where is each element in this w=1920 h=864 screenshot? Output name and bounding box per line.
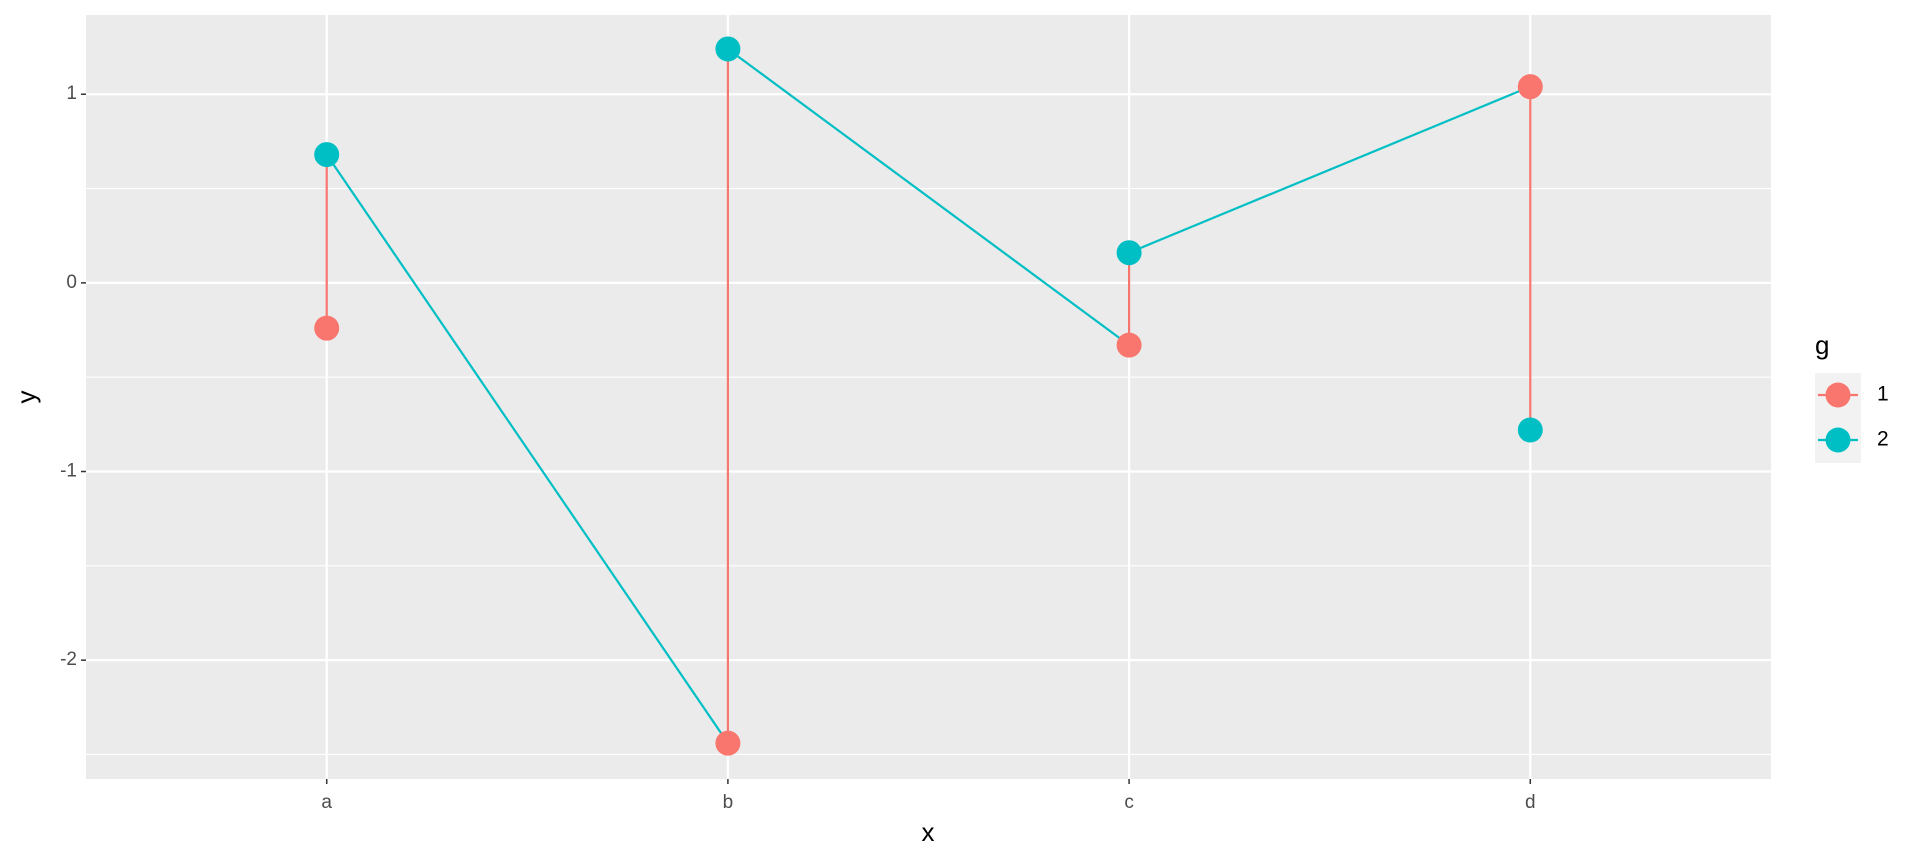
- y-axis-title: y: [11, 391, 41, 404]
- legend-point: [1825, 427, 1851, 453]
- legend-title: g: [1815, 330, 1829, 360]
- y-tick-label: -2: [60, 649, 77, 670]
- x-tick-label: d: [1525, 792, 1536, 813]
- point: [314, 315, 340, 341]
- point: [715, 730, 741, 756]
- point: [1116, 240, 1142, 266]
- x-axis-title: x: [922, 817, 935, 847]
- y-tick-label: 0: [66, 272, 77, 293]
- legend-label: 1: [1877, 383, 1889, 406]
- point: [1517, 74, 1543, 100]
- y-tick-label: 1: [66, 83, 77, 104]
- panel: [86, 15, 1771, 779]
- x-tick-label: b: [723, 792, 734, 813]
- y-tick-label: -1: [60, 461, 77, 482]
- path-segment: [325, 153, 729, 744]
- legend-point: [1825, 382, 1851, 408]
- point: [314, 142, 340, 168]
- path-segment: [727, 48, 1130, 347]
- x-tick-label: c: [1124, 792, 1134, 813]
- point: [1517, 417, 1543, 443]
- point: [715, 36, 741, 62]
- point: [1116, 332, 1142, 358]
- x-tick-label: a: [321, 792, 332, 813]
- legend-label: 2: [1877, 428, 1889, 451]
- path-segment: [1128, 85, 1531, 254]
